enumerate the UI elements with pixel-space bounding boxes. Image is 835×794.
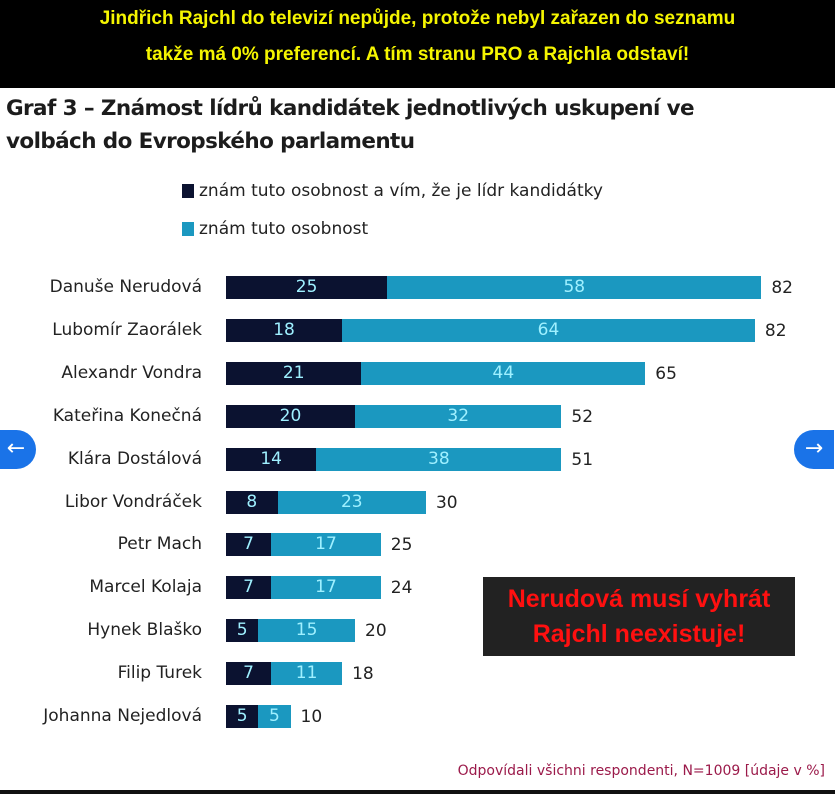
chart-title-line-2: volbách do Evropského parlamentu <box>6 129 415 154</box>
category-label: Libor Vondráček <box>64 491 202 512</box>
category-label: Alexandr Vondra <box>61 362 202 383</box>
bar-segment-leader: 25 <box>226 276 388 299</box>
category-label: Klára Dostálová <box>67 448 202 469</box>
bar-segment-leader: 5 <box>226 619 259 643</box>
next-button[interactable]: → <box>794 430 834 469</box>
bar-segment-leader: 20 <box>226 404 355 428</box>
category-label: Kateřina Konečná <box>52 405 202 426</box>
bar-segment-known: 44 <box>361 361 646 385</box>
note-line-2: Rajchl neexistuje! <box>532 620 746 648</box>
category-label: Filip Turek <box>117 663 202 684</box>
bar-segment-leader: 7 <box>226 533 272 557</box>
bar-segment-known: 23 <box>277 490 426 514</box>
legend-item-leader: znám tuto osobnost a vím, že je lídr kan… <box>182 181 603 201</box>
bar-segment-leader: 8 <box>226 490 278 514</box>
banner-line-1: Jindřich Rajchl do televizí nepůjde, pro… <box>99 8 736 29</box>
category-label: Marcel Kolaja <box>89 577 202 598</box>
legend-swatch-dark <box>182 184 194 198</box>
legend-label: znám tuto osobnost a vím, že je lídr kan… <box>199 181 603 201</box>
bar-segment-leader: 21 <box>226 361 362 385</box>
bar-segment-known: 64 <box>342 318 755 342</box>
total-label: 18 <box>352 664 374 685</box>
category-label: Danuše Nerudová <box>49 277 202 297</box>
total-label: 82 <box>771 278 793 298</box>
arrow-left-icon: ← <box>6 436 26 461</box>
bar-segment-known: 5 <box>258 705 291 728</box>
category-label: Johanna Nejedlová <box>43 706 202 726</box>
previous-button[interactable]: ← <box>0 430 36 469</box>
overlay-note: Nerudová musí vyhrát Rajchl neexistuje! <box>483 577 795 656</box>
legend-item-known: znám tuto osobnost <box>182 219 368 239</box>
bar-segment-known: 58 <box>387 276 762 299</box>
bar-segment-leader: 7 <box>226 576 272 600</box>
total-label: 30 <box>435 492 458 513</box>
chart-title: Graf 3 – Známost lídrů kandidátek jednot… <box>6 92 695 158</box>
total-label: 24 <box>390 578 413 599</box>
category-label: Lubomír Zaorálek <box>52 319 202 340</box>
bar-segment-known: 32 <box>355 404 562 428</box>
bar-segment-known: 15 <box>258 619 355 643</box>
bar-segment-leader: 7 <box>226 662 272 686</box>
total-label: 82 <box>764 320 787 341</box>
caption-banner: Jindřich Rajchl do televizí nepůjde, pro… <box>0 0 835 88</box>
note-line-1: Nerudová musí vyhrát <box>507 585 771 613</box>
banner-line-2: takže má 0% preferencí. A tím stranu PRO… <box>145 44 690 65</box>
legend-swatch-teal <box>182 222 194 236</box>
total-label: 65 <box>655 363 677 384</box>
chart-footnote: Odpovídali všichni respondenti, N=1009 [… <box>457 763 825 779</box>
category-label: Petr Mach <box>117 534 202 555</box>
total-label: 25 <box>390 535 413 556</box>
bar-segment-leader: 14 <box>226 447 317 471</box>
bar-segment-known: 38 <box>316 447 562 471</box>
bar-segment-leader: 5 <box>226 705 259 728</box>
chart-title-line-1: Graf 3 – Známost lídrů kandidátek jednot… <box>6 96 695 121</box>
arrow-right-icon: → <box>804 436 824 461</box>
category-label: Hynek Blaško <box>87 620 202 641</box>
legend-label: znám tuto osobnost <box>199 219 369 239</box>
bar-segment-leader: 18 <box>226 318 343 342</box>
total-label: 10 <box>300 707 323 727</box>
total-label: 20 <box>365 621 387 642</box>
bottom-border <box>0 790 835 794</box>
total-label: 52 <box>571 406 594 427</box>
bar-segment-known: 17 <box>271 576 381 600</box>
total-label: 51 <box>571 449 594 470</box>
bar-segment-known: 17 <box>271 533 381 557</box>
bar-segment-known: 11 <box>271 662 343 686</box>
